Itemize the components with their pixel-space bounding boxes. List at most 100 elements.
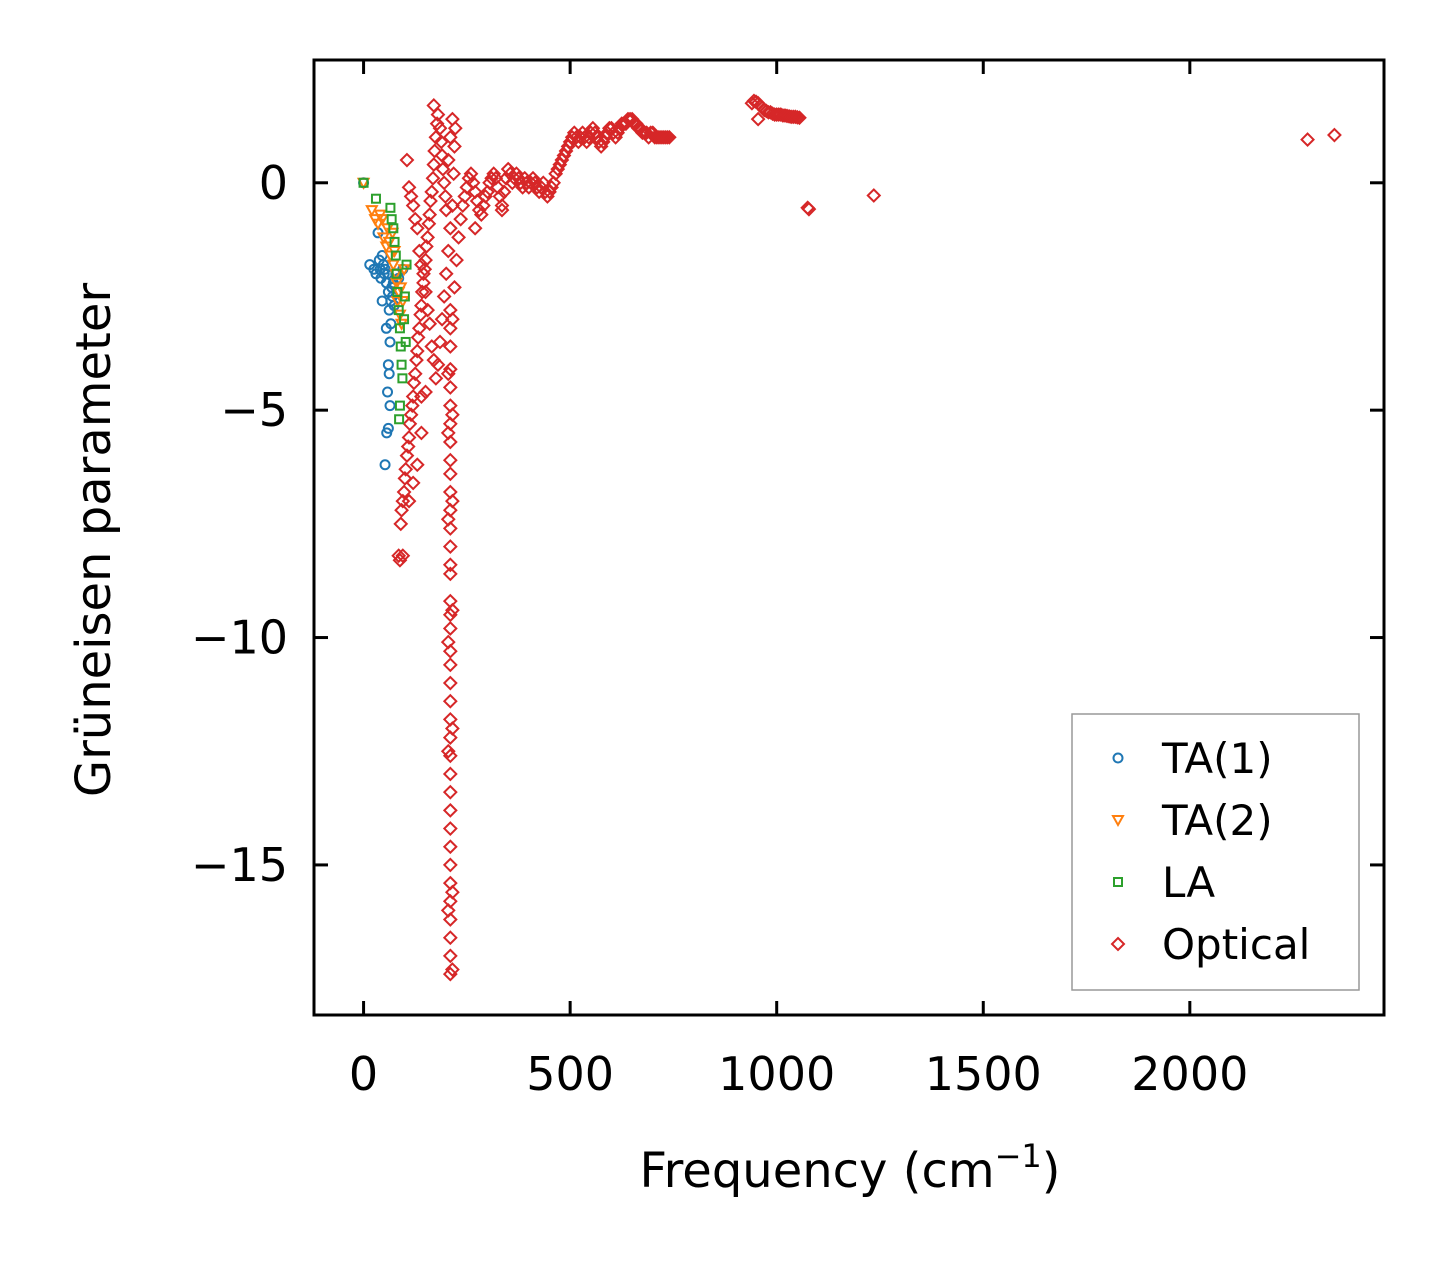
data-point xyxy=(457,189,473,204)
data-point xyxy=(388,223,399,234)
data-point xyxy=(442,320,458,336)
data-point xyxy=(392,552,408,568)
data-point xyxy=(420,229,436,245)
data-point xyxy=(444,884,460,900)
data-point xyxy=(426,157,442,173)
data-point xyxy=(394,400,405,411)
data-point xyxy=(421,216,437,232)
data-point xyxy=(444,311,460,327)
data-point xyxy=(438,266,454,282)
data-point xyxy=(420,302,436,318)
data-point xyxy=(383,250,398,263)
y-tick-label: −5 xyxy=(220,383,288,437)
data-point xyxy=(401,259,412,270)
data-point xyxy=(399,152,415,168)
data-point xyxy=(442,434,458,450)
data-point xyxy=(1300,132,1315,147)
data-point xyxy=(407,366,423,382)
plot-frame xyxy=(312,58,1386,1017)
data-point xyxy=(382,359,394,371)
data-point xyxy=(442,566,458,582)
data-point xyxy=(425,170,441,186)
data-point xyxy=(446,166,462,182)
data-point xyxy=(393,305,404,316)
data-point xyxy=(405,198,421,213)
data-point xyxy=(789,109,805,125)
data-point xyxy=(440,425,456,441)
data-point xyxy=(370,193,381,204)
data-point xyxy=(1327,127,1342,143)
legend-box xyxy=(1071,713,1360,991)
data-point xyxy=(385,227,400,240)
data-point xyxy=(396,296,410,309)
data-point xyxy=(382,386,394,398)
data-point xyxy=(478,189,493,204)
data-point xyxy=(442,912,458,927)
data-point xyxy=(433,134,449,150)
data-point xyxy=(599,125,615,141)
x-tick-label: 500 xyxy=(526,1047,614,1101)
y-tick-label: −10 xyxy=(191,611,288,665)
data-point xyxy=(406,375,422,391)
data-point xyxy=(390,250,401,261)
data-point xyxy=(442,361,458,377)
data-point xyxy=(494,198,510,213)
data-point xyxy=(414,284,430,300)
data-point xyxy=(787,109,803,125)
data-point xyxy=(394,502,409,518)
x-axis-label-superscript: −1 xyxy=(995,1137,1042,1175)
data-point xyxy=(409,220,425,236)
x-axis-ticks: 0 500 1000 1500 2000 xyxy=(349,60,1248,1101)
data-point xyxy=(444,198,460,213)
data-point xyxy=(400,336,411,347)
data-point xyxy=(436,289,452,304)
data-point xyxy=(453,211,469,227)
y-axis-ticks: 0 −5 −10 −15 xyxy=(191,156,1384,892)
data-point xyxy=(447,120,463,136)
data-point xyxy=(546,175,562,191)
data-point xyxy=(544,179,559,195)
data-point xyxy=(413,298,429,313)
series-optical xyxy=(391,93,1342,982)
data-point xyxy=(442,539,458,555)
data-point xyxy=(442,557,458,573)
data-point xyxy=(442,339,458,354)
data-point xyxy=(442,784,458,800)
data-point xyxy=(432,334,448,350)
data-point xyxy=(440,634,456,650)
data-point xyxy=(399,291,410,302)
x-tick-label: 1500 xyxy=(925,1047,1042,1101)
data-point xyxy=(442,821,458,836)
data-point xyxy=(396,359,407,370)
data-point xyxy=(750,111,766,127)
data-point xyxy=(444,721,460,736)
data-point xyxy=(434,148,450,163)
data-point xyxy=(417,261,433,277)
data-point xyxy=(384,336,396,348)
data-point xyxy=(449,252,464,268)
data-point xyxy=(393,516,409,532)
data-point xyxy=(386,259,401,272)
data-point xyxy=(386,214,397,225)
data-point xyxy=(475,198,491,213)
data-point xyxy=(424,339,440,354)
data-point xyxy=(444,111,460,127)
data-point xyxy=(440,511,456,527)
data-point xyxy=(383,368,395,380)
data-point xyxy=(435,161,451,177)
data-point xyxy=(418,284,433,300)
scatter-points xyxy=(356,93,1342,982)
data-point xyxy=(661,129,677,145)
data-point xyxy=(409,352,424,368)
y-tick-label: 0 xyxy=(259,156,288,210)
data-point xyxy=(394,323,405,334)
data-point xyxy=(422,207,438,223)
data-point xyxy=(792,110,807,126)
data-point xyxy=(409,343,425,359)
data-point xyxy=(496,184,512,200)
data-point xyxy=(405,475,421,491)
data-point xyxy=(442,466,458,482)
data-point xyxy=(397,373,408,384)
data-point xyxy=(639,125,654,141)
data-point xyxy=(442,802,458,818)
